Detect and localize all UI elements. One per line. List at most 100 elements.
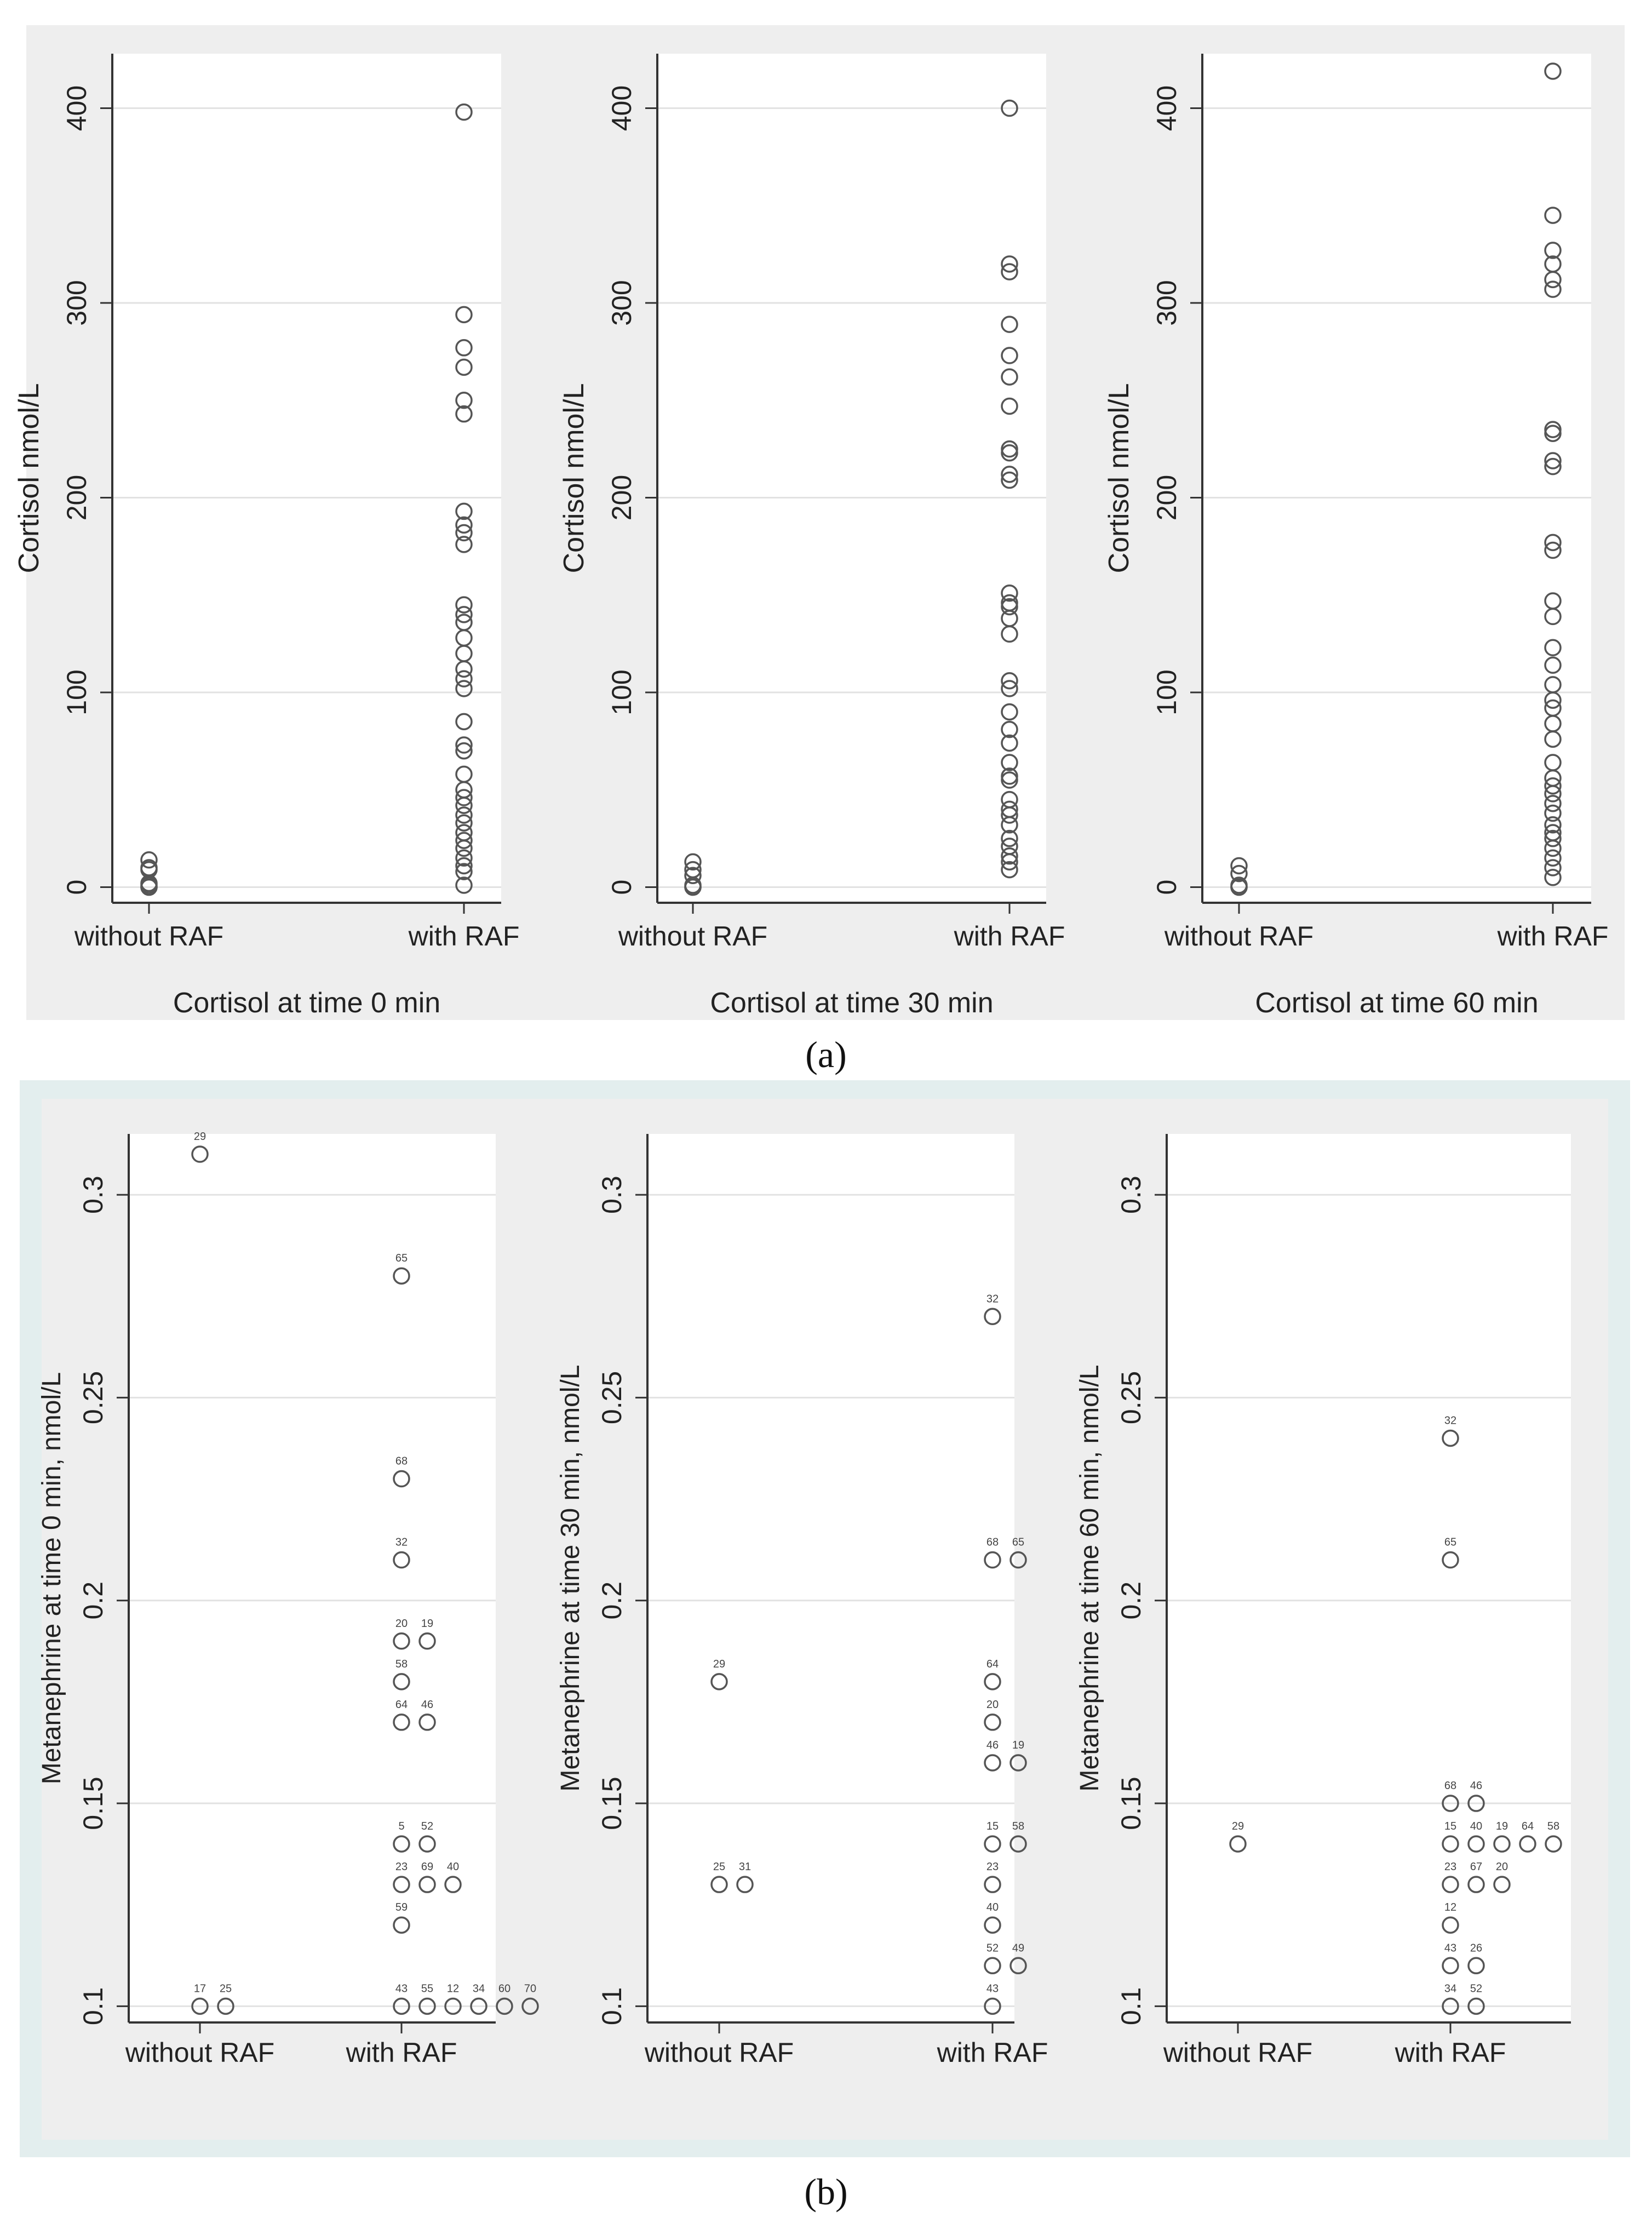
point-label: 67: [1470, 1861, 1482, 1873]
point-label: 59: [395, 1901, 408, 1913]
data-point: [1001, 397, 1018, 415]
data-point: [455, 524, 473, 542]
data-point: [1544, 656, 1562, 674]
point-label: 32: [986, 1293, 999, 1305]
point-label: 60: [498, 1982, 510, 1995]
caption-b: (b): [804, 2171, 847, 2213]
data-point: [418, 1835, 436, 1853]
data-point: [984, 1673, 1001, 1690]
data-point: [1544, 534, 1562, 552]
x-tick-label: without RAF: [1164, 921, 1313, 952]
point-label: 5: [398, 1820, 404, 1832]
data-point: [496, 1997, 513, 2015]
y-tick-label: 400: [1151, 85, 1182, 131]
y-tick-label: 100: [606, 669, 637, 715]
y-tick-label: 0: [1151, 880, 1182, 895]
data-point: [455, 339, 473, 357]
point-label: 17: [194, 1982, 206, 1995]
y-axis-title: Cortisol nmol/L: [558, 383, 590, 574]
data-point: [455, 863, 473, 880]
chart-4: 0.1 0.15 0.2 0.25 0.3 without RAF with RAF Meta…: [37, 1131, 539, 2068]
data-point: [1001, 316, 1018, 333]
data-point: [1001, 263, 1018, 280]
data-point: [984, 1835, 1001, 1853]
data-point: [1544, 676, 1562, 694]
data-point: [710, 1673, 728, 1690]
y-tick-label: 300: [1151, 280, 1182, 325]
y-tick-label: 0: [606, 880, 637, 895]
data-point: [455, 814, 473, 832]
data-point: [444, 1997, 462, 2015]
y-tick-label: 0: [61, 880, 92, 895]
data-point: [191, 1997, 209, 2015]
point-label: 68: [395, 1455, 408, 1468]
y-tick-label: 100: [1151, 669, 1182, 715]
data-point: [393, 1835, 410, 1853]
point-label: 15: [1444, 1820, 1456, 1832]
data-point: [1001, 584, 1018, 602]
data-point: [1544, 869, 1562, 886]
chart-title: Cortisol at time 0 min: [173, 987, 440, 1019]
data-point: [140, 859, 158, 876]
data-point: [1544, 639, 1562, 657]
data-point: [521, 1997, 539, 2015]
data-point: [1467, 1835, 1485, 1853]
data-point: [1467, 1997, 1485, 2015]
point-label: 32: [1444, 1414, 1456, 1426]
chart-1: 0 100 200 300 400 without RAF with RAF Cortisol…: [13, 54, 519, 1019]
data-point: [1545, 1835, 1562, 1853]
point-label: 12: [447, 1982, 459, 1995]
y-tick-label: 0.15: [596, 1776, 627, 1830]
point-label: 43: [986, 1982, 999, 1995]
data-point: [1001, 720, 1018, 738]
data-point: [1467, 1957, 1485, 1975]
data-point: [1544, 816, 1562, 834]
data-point: [393, 1551, 410, 1569]
data-point: [1001, 347, 1018, 364]
chart-2: 0 100 200 300 400 without RAF with RAF Cortisol…: [558, 54, 1065, 1019]
point-label: 55: [421, 1982, 433, 1995]
data-point: [1544, 62, 1562, 80]
data-point: [1544, 754, 1562, 771]
y-tick-label: 0.25: [1116, 1371, 1146, 1424]
y-tick-label: 0.25: [78, 1371, 108, 1424]
data-point: [684, 867, 702, 884]
data-point: [455, 736, 473, 754]
data-point: [1467, 1876, 1485, 1893]
plot-area: [1202, 54, 1591, 903]
point-label: 46: [421, 1699, 433, 1711]
y-tick-label: 0.1: [596, 1987, 627, 2026]
data-point: [455, 614, 473, 631]
point-label: 23: [395, 1861, 408, 1873]
x-tick-label: without RAF: [644, 2037, 794, 2068]
data-point: [418, 1876, 436, 1893]
y-axis-title: Metanephrine at time 60 min, nmol/L: [1075, 1365, 1104, 1791]
point-label: 65: [1012, 1537, 1024, 1549]
chart-title: Cortisol at time 30 min: [710, 987, 993, 1019]
data-point: [455, 306, 473, 324]
data-point: [455, 832, 473, 849]
x-tick-label: with RAF: [937, 2037, 1048, 2068]
data-point: [1544, 255, 1562, 273]
y-tick-label: 0.3: [596, 1176, 627, 1214]
x-tick-label: with RAF: [954, 921, 1065, 952]
y-tick-label: 0.3: [1116, 1176, 1146, 1214]
data-point: [1442, 1916, 1459, 1934]
data-point: [455, 680, 473, 697]
chart-6: 0.1 0.15 0.2 0.25 0.3 without RAF with RAF Meta…: [1075, 1134, 1571, 2068]
data-point: [684, 853, 702, 871]
data-point: [393, 1632, 410, 1650]
data-point: [455, 502, 473, 520]
data-point: [1544, 777, 1562, 795]
data-point: [1544, 207, 1562, 224]
data-point: [1009, 1754, 1027, 1772]
data-point: [710, 1876, 728, 1893]
data-point: [418, 1997, 436, 2015]
data-point: [1467, 1795, 1485, 1812]
point-label: 65: [395, 1252, 408, 1264]
data-point: [1229, 1835, 1247, 1853]
data-point: [1544, 541, 1562, 559]
point-label: 46: [1470, 1780, 1482, 1792]
point-label: 52: [1470, 1982, 1482, 1995]
